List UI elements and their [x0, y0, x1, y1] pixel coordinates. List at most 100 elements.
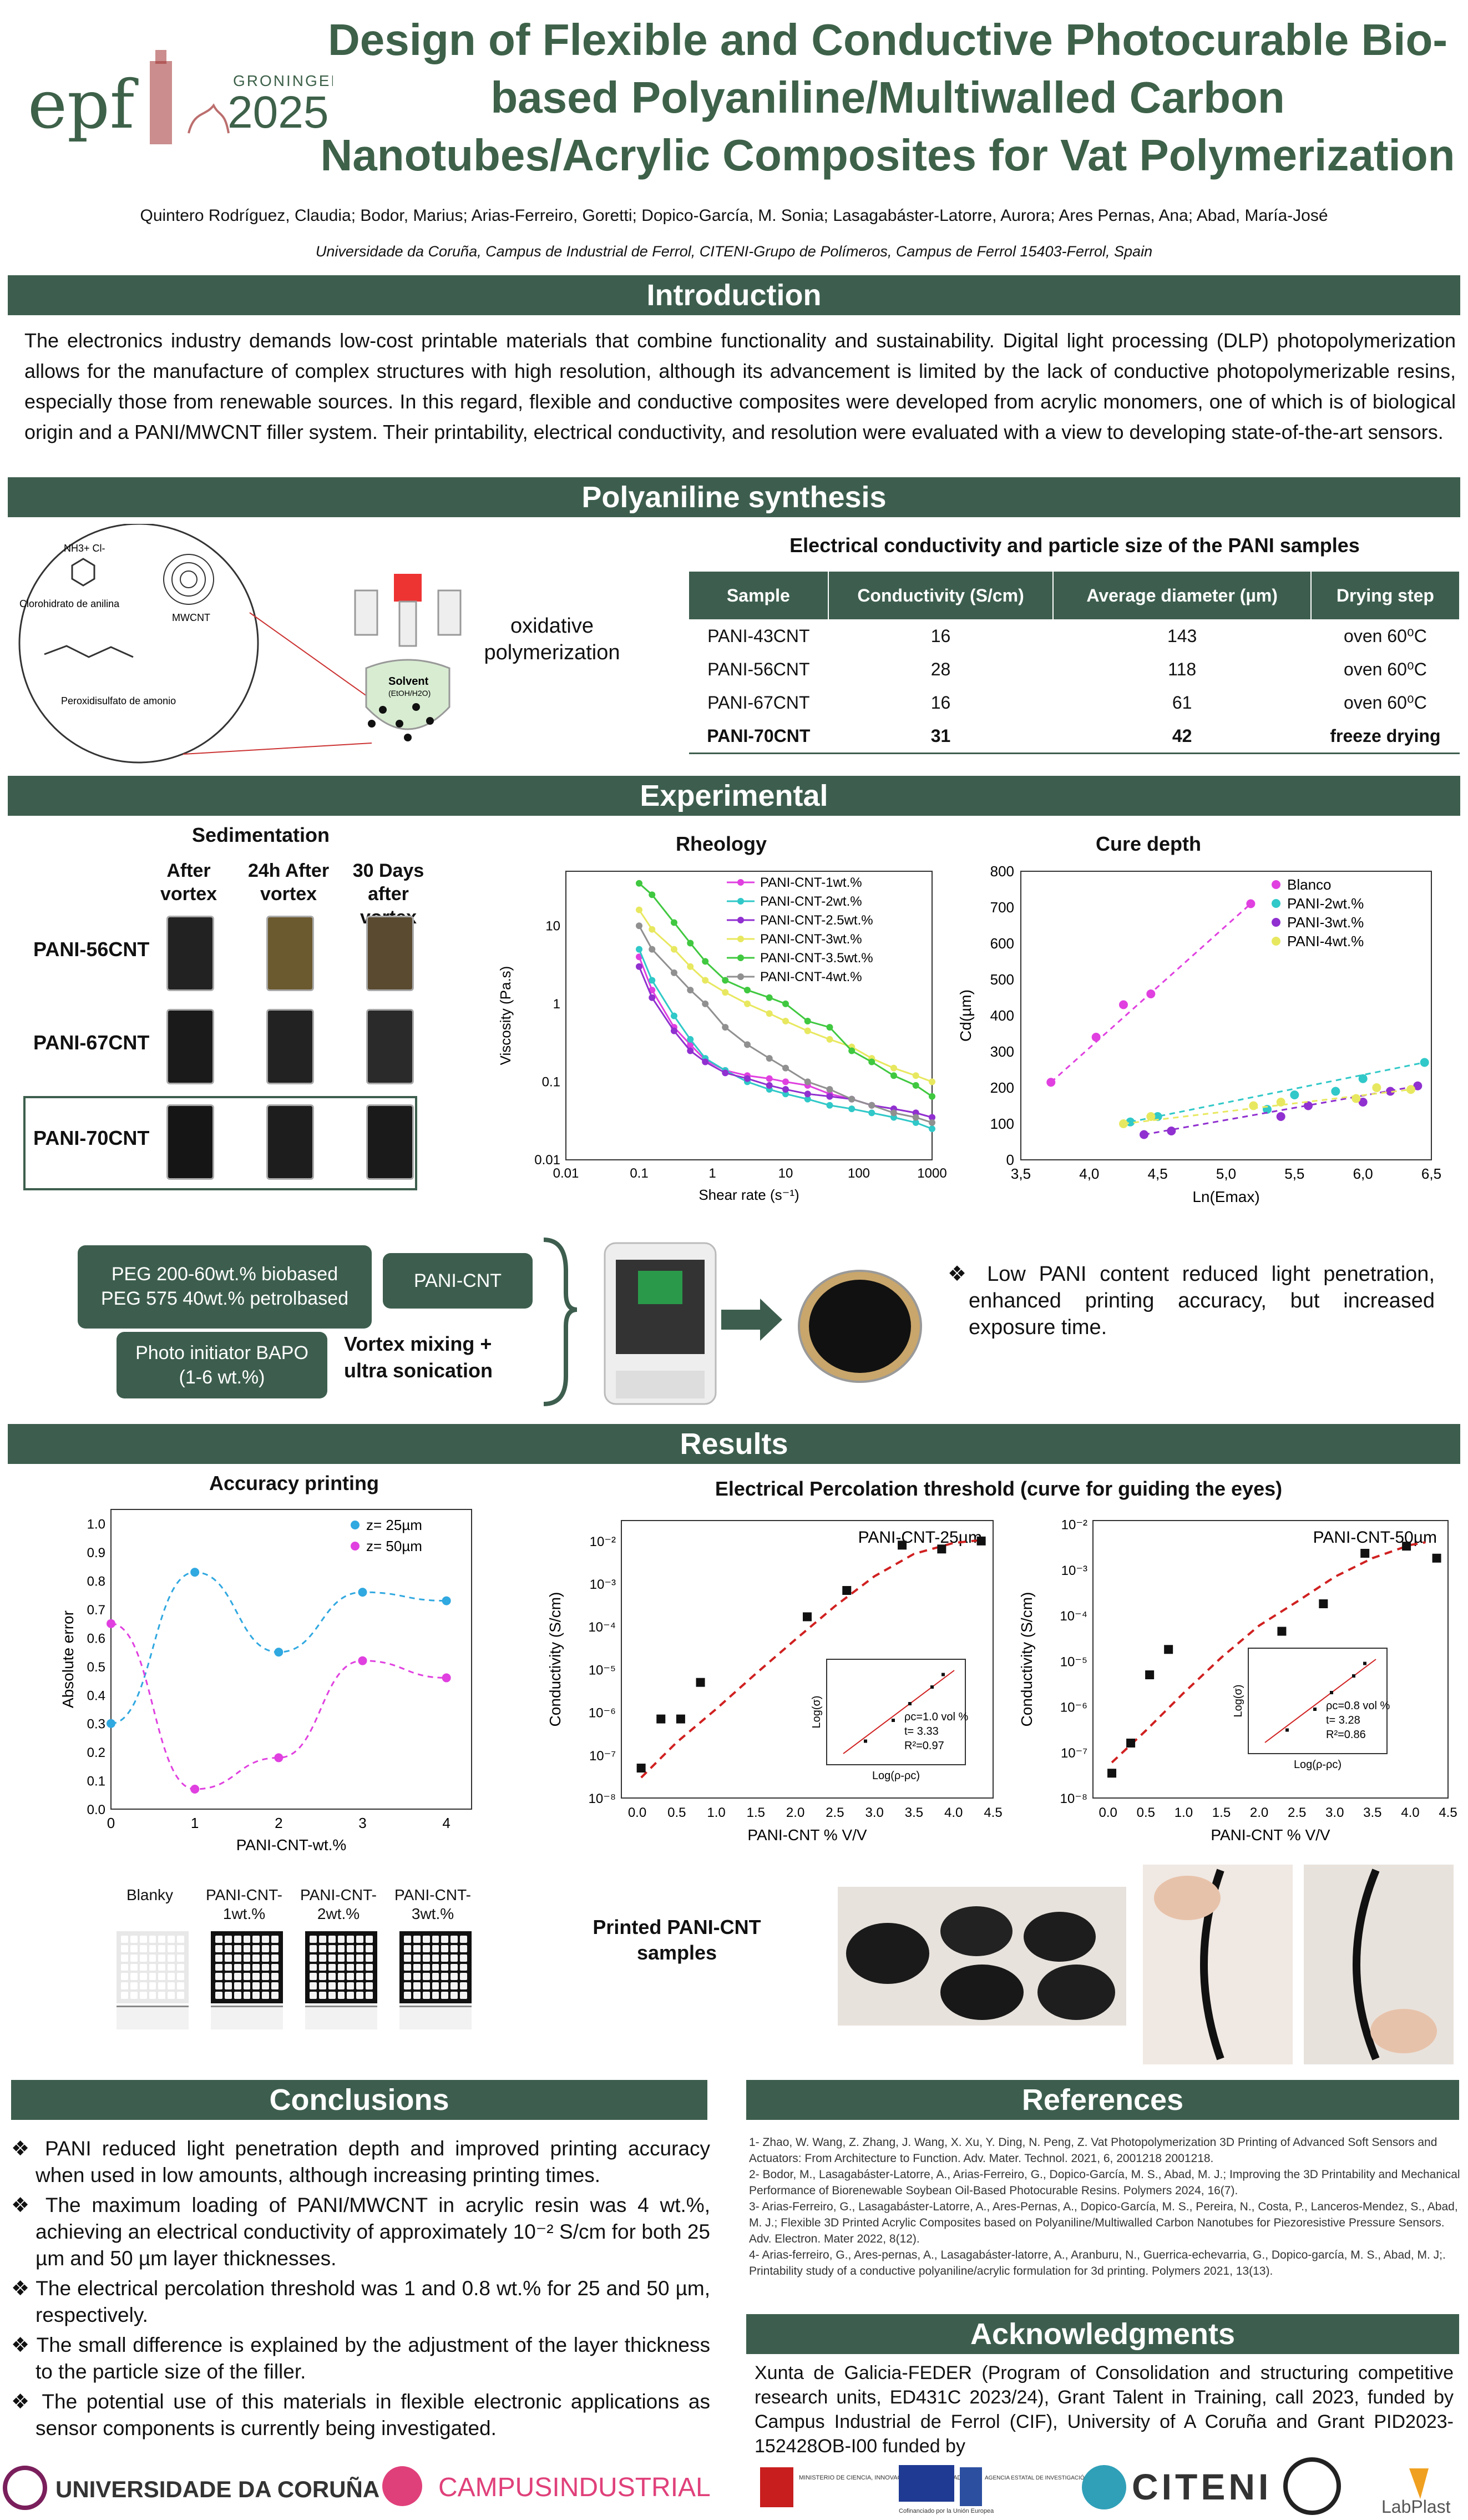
inset-y-label: Log(σ)	[811, 1695, 823, 1728]
data-point	[190, 1568, 200, 1577]
grid-cell	[460, 1982, 467, 1990]
grid-cell	[318, 1973, 326, 1981]
data-point	[1319, 1599, 1328, 1609]
grid-cell	[168, 1954, 175, 1962]
data-point	[636, 922, 642, 930]
inset-text: t= 3.33	[904, 1725, 939, 1738]
grid-cell	[310, 1992, 317, 1999]
grid-cell	[328, 1963, 336, 1971]
data-point	[274, 1648, 284, 1657]
y-tick-label: 700	[990, 899, 1014, 916]
grid-cell	[139, 1936, 147, 1943]
sample-label: PANI-CNT- 2wt.%	[300, 1886, 377, 1922]
grid-cell	[310, 1936, 317, 1943]
grid-cell	[139, 1963, 147, 1971]
section-references: References	[746, 2080, 1459, 2120]
x-tick-label: 4	[442, 1815, 450, 1831]
sample-grid-photo	[305, 1931, 377, 2003]
table-cell: PANI-56CNT	[707, 659, 810, 679]
grid-cell	[158, 1963, 166, 1971]
grid-cell	[413, 1982, 421, 1990]
data-point	[636, 946, 642, 953]
data-point	[649, 994, 656, 1001]
grid-cell	[121, 1992, 128, 1999]
grid-cell	[337, 1936, 345, 1943]
data-point	[636, 880, 642, 887]
grid-cell	[262, 1945, 270, 1952]
grid-cell	[422, 1936, 430, 1943]
perc25-chart: 0.0 0.5 1.0 1.5 2.0 2.5 3.0 3.5 4.0 4.5 10⁻⁸ 10⁻⁷ 10…	[546, 1520, 1003, 1844]
y-tick-label: 10⁻⁷	[589, 1749, 616, 1764]
y-tick-label: 0.2	[87, 1745, 105, 1760]
grid-cell	[413, 1963, 421, 1971]
grid-cell	[121, 1973, 128, 1981]
poster-title: Design of Flexible and Conductive Photoc…	[320, 15, 1455, 180]
grid-cell	[243, 1973, 251, 1981]
grid-cell	[404, 1963, 411, 1971]
y-tick-label: 0.0	[87, 1802, 105, 1817]
data-point	[743, 1041, 751, 1048]
data-point	[670, 919, 677, 926]
inset-point	[1313, 1708, 1317, 1711]
conference-logo-art: epf GRONINGEN 2025	[28, 50, 342, 144]
data-point	[670, 969, 677, 976]
sedimentation-title: Sedimentation	[191, 824, 330, 846]
y-axis-label: Conductivity (S/cm)	[546, 1592, 564, 1727]
grid-cell	[130, 1982, 138, 1990]
series-line	[638, 966, 933, 1118]
table-cell: 28	[930, 659, 951, 679]
data-point	[1277, 1627, 1287, 1636]
y-tick-label: 10⁻⁵	[1060, 1654, 1087, 1669]
data-point	[803, 1612, 812, 1622]
inset-text: t= 3.28	[1326, 1714, 1360, 1726]
legend-label: PANI-CNT-1wt.%	[760, 875, 862, 890]
y-tick-label: 0.3	[87, 1717, 105, 1732]
y-tick-label: 0.5	[87, 1660, 105, 1675]
grid-cell	[252, 1973, 260, 1981]
grid-cell	[432, 1992, 439, 1999]
x-tick-label: 0	[107, 1815, 115, 1831]
data-point	[107, 1619, 115, 1628]
filler-box: PANI-CNT	[383, 1253, 533, 1309]
table-cell: freeze drying	[1310, 719, 1460, 754]
grid-cell	[139, 1982, 147, 1990]
grid-cell	[168, 1992, 175, 1999]
grid-cell	[130, 1963, 138, 1971]
y-tick-label: 800	[990, 863, 1014, 880]
grid-cell	[460, 1963, 467, 1971]
grid-cell	[347, 1992, 355, 1999]
grid-cell	[366, 1945, 373, 1952]
grid-cell	[234, 1963, 241, 1971]
y-tick-label: 1.0	[87, 1517, 105, 1532]
inset-x-label: Log(ρ-ρc)	[872, 1770, 920, 1782]
y-tick-label: 0.9	[87, 1546, 105, 1561]
grid-cell	[337, 1982, 345, 1990]
x-axis-label: PANI-CNT % V/V	[747, 1826, 867, 1844]
y-tick-label: 0	[1006, 1152, 1014, 1168]
intro-text: The electronics industry demands low-cos…	[24, 329, 1456, 443]
sed-row-label: PANI-67CNT	[33, 1031, 150, 1054]
vial-photo	[366, 916, 414, 991]
y-tick-label: 400	[990, 1007, 1014, 1024]
series-line	[638, 949, 933, 1130]
grid-cell	[177, 1954, 184, 1962]
grid-cell	[441, 1973, 449, 1981]
x-tick-label: 10	[778, 1166, 793, 1181]
grid-cell	[450, 1982, 458, 1990]
y-tick-label: 10⁻⁴	[588, 1620, 616, 1635]
data-point	[929, 1093, 935, 1100]
reference-item: 4- Arias-ferreiro, G., Ares-pernas, A., …	[749, 2249, 1446, 2277]
grid-cell	[337, 1992, 345, 1999]
grid-cell	[422, 1982, 430, 1990]
y-tick-label: 500	[990, 971, 1014, 988]
grid-cell	[177, 1936, 184, 1943]
legend-marker	[737, 936, 744, 942]
grid-cell	[422, 1945, 430, 1952]
series-curve	[110, 1571, 447, 1725]
plot-frame	[621, 1520, 994, 1799]
data-point	[929, 1078, 935, 1085]
x-axis-label: Ln(Emax)	[1192, 1188, 1259, 1205]
grid-cell	[432, 1963, 439, 1971]
data-point	[358, 1588, 367, 1597]
grid-cell	[149, 1945, 156, 1952]
